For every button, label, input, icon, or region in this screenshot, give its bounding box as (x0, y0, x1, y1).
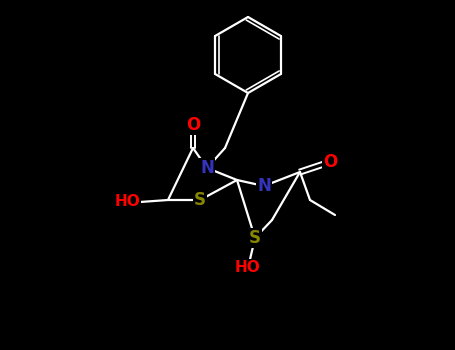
Text: HO: HO (114, 195, 140, 210)
Text: O: O (323, 153, 337, 171)
Text: N: N (200, 159, 214, 177)
Text: S: S (249, 229, 261, 247)
Text: HO: HO (235, 260, 261, 275)
Text: O: O (186, 116, 200, 134)
Text: N: N (257, 177, 271, 195)
Text: S: S (194, 191, 206, 209)
